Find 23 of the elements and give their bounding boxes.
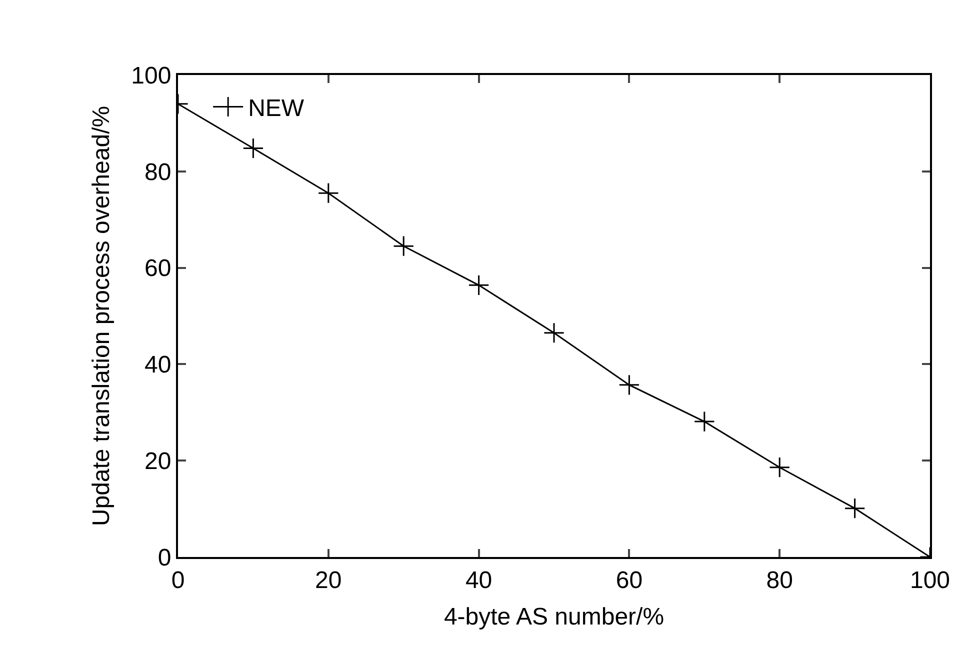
x-tick-label: 60 — [616, 566, 643, 594]
point — [393, 236, 414, 257]
point — [543, 322, 565, 344]
y-axis-title: Update translation process overhead/% — [88, 106, 115, 526]
point — [844, 498, 866, 519]
x-tick-label: 100 — [910, 566, 950, 594]
y-tick-label: 0 — [158, 544, 172, 572]
y-tick-label: 20 — [144, 448, 172, 475]
point — [769, 456, 790, 478]
x-tick-label: 20 — [315, 566, 342, 594]
point — [694, 411, 715, 432]
point — [618, 374, 640, 396]
y-tick-label: 80 — [144, 158, 172, 186]
legend-label: NEW — [248, 95, 304, 122]
x-tick-label: 80 — [766, 566, 793, 594]
y-tick-label: 40 — [144, 352, 172, 379]
y-tick-label: 100 — [131, 62, 172, 90]
point — [318, 182, 339, 204]
y-tick-label: 60 — [144, 255, 172, 282]
x-tick-label: 40 — [465, 566, 492, 594]
x-axis-title: 4-byte AS number/% — [444, 604, 664, 631]
point — [242, 138, 264, 159]
point — [468, 274, 490, 296]
